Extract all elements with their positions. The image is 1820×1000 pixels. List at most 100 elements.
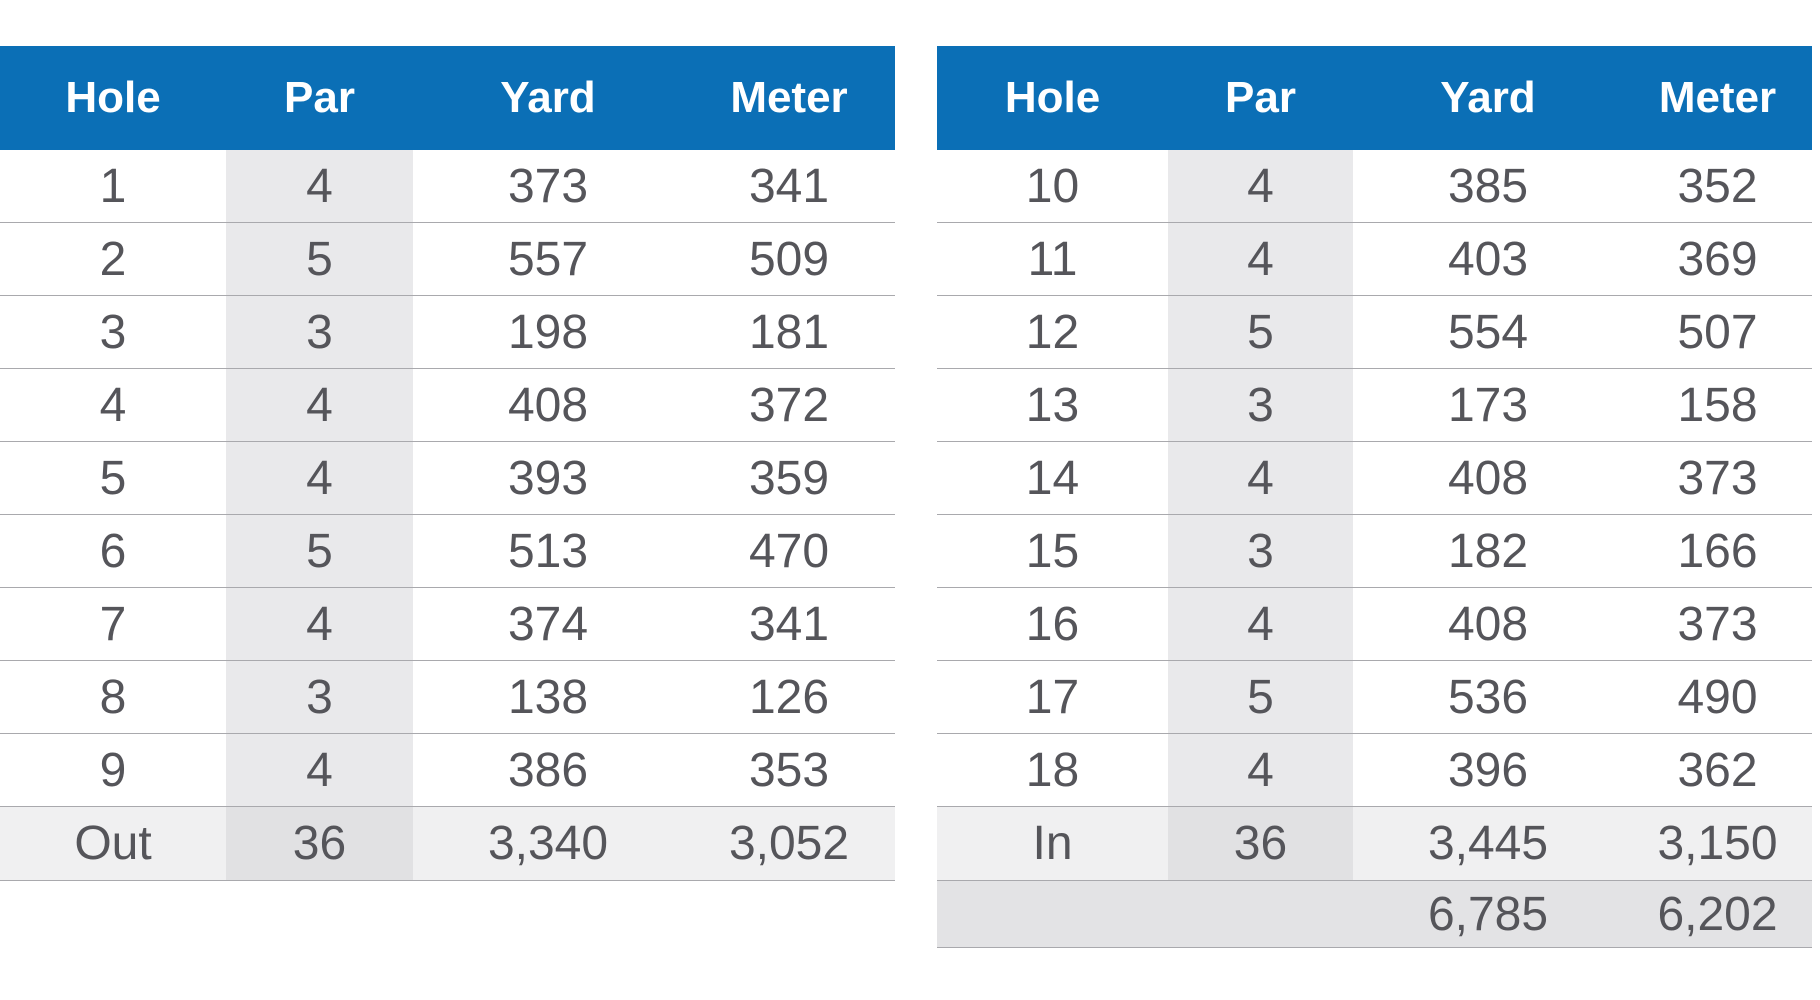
hole-cell: 15	[937, 514, 1168, 588]
yard-cell: 386	[413, 733, 683, 807]
par-cell: 4	[1168, 587, 1353, 661]
in-par-total-cell: 36	[1168, 806, 1353, 881]
yard-column-header: Yard	[1353, 46, 1623, 150]
meter-column-header: Meter	[1623, 46, 1812, 150]
meter-cell: 359	[683, 441, 895, 515]
course-total-yard-cell: 6,785	[1353, 880, 1623, 948]
par-cell: 4	[226, 733, 413, 807]
out-label-cell: Out	[0, 806, 226, 881]
table-row-hole-11: 11 4 403 369	[937, 222, 1812, 296]
meter-cell: 166	[1623, 514, 1812, 588]
table-row-hole-10: 10 4 385 352	[937, 150, 1812, 223]
hole-cell: 10	[937, 150, 1168, 223]
yard-cell: 403	[1353, 222, 1623, 296]
par-cell: 4	[226, 368, 413, 442]
yard-cell: 396	[1353, 733, 1623, 807]
course-total-hole-cell	[937, 880, 1168, 948]
in-meter-total-cell: 3,150	[1623, 806, 1812, 881]
par-cell: 4	[226, 441, 413, 515]
yard-cell: 198	[413, 295, 683, 369]
course-total-meter-cell: 6,202	[1623, 880, 1812, 948]
meter-cell: 490	[1623, 660, 1812, 734]
par-column-header: Par	[226, 46, 413, 150]
table-row-hole-15: 15 3 182 166	[937, 514, 1812, 588]
meter-cell: 341	[683, 150, 895, 223]
par-cell: 5	[226, 222, 413, 296]
par-cell: 3	[226, 660, 413, 734]
yard-cell: 373	[413, 150, 683, 223]
meter-cell: 362	[1623, 733, 1812, 807]
par-cell: 4	[1168, 441, 1353, 515]
course-total-par-cell	[1168, 880, 1353, 948]
out-yard-total-cell: 3,340	[413, 806, 683, 881]
table-row-hole-7: 7 4 374 341	[0, 587, 895, 661]
table-row-hole-9: 9 4 386 353	[0, 733, 895, 807]
hole-cell: 12	[937, 295, 1168, 369]
hole-cell: 18	[937, 733, 1168, 807]
yard-cell: 374	[413, 587, 683, 661]
back-nine-header-row: Hole Par Yard Meter	[937, 46, 1812, 150]
table-row-hole-13: 13 3 173 158	[937, 368, 1812, 442]
table-row-hole-18: 18 4 396 362	[937, 733, 1812, 807]
hole-column-header: Hole	[937, 46, 1168, 150]
out-meter-total-cell: 3,052	[683, 806, 895, 881]
yard-cell: 513	[413, 514, 683, 588]
table-row-hole-17: 17 5 536 490	[937, 660, 1812, 734]
yard-cell: 536	[1353, 660, 1623, 734]
table-row-hole-4: 4 4 408 372	[0, 368, 895, 442]
yard-cell: 408	[1353, 441, 1623, 515]
meter-cell: 509	[683, 222, 895, 296]
hole-cell: 4	[0, 368, 226, 442]
course-total-row: 6,785 6,202	[937, 880, 1812, 948]
yard-cell: 408	[413, 368, 683, 442]
out-par-total-cell: 36	[226, 806, 413, 881]
table-row-hole-6: 6 5 513 470	[0, 514, 895, 588]
hole-cell: 6	[0, 514, 226, 588]
meter-cell: 352	[1623, 150, 1812, 223]
par-column-header: Par	[1168, 46, 1353, 150]
hole-cell: 14	[937, 441, 1168, 515]
table-row-hole-16: 16 4 408 373	[937, 587, 1812, 661]
hole-cell: 9	[0, 733, 226, 807]
meter-cell: 507	[1623, 295, 1812, 369]
in-yard-total-cell: 3,445	[1353, 806, 1623, 881]
par-cell: 3	[226, 295, 413, 369]
table-row-hole-3: 3 3 198 181	[0, 295, 895, 369]
meter-cell: 373	[1623, 587, 1812, 661]
front-nine-table: Hole Par Yard Meter 1 4 373 341 2 5 557 …	[0, 46, 895, 881]
par-cell: 4	[1168, 222, 1353, 296]
meter-cell: 373	[1623, 441, 1812, 515]
par-cell: 5	[1168, 660, 1353, 734]
in-total-row: In 36 3,445 3,150	[937, 806, 1812, 881]
yard-cell: 557	[413, 222, 683, 296]
meter-cell: 126	[683, 660, 895, 734]
hole-cell: 17	[937, 660, 1168, 734]
meter-cell: 341	[683, 587, 895, 661]
out-total-row: Out 36 3,340 3,052	[0, 806, 895, 881]
front-nine-header-row: Hole Par Yard Meter	[0, 46, 895, 150]
hole-cell: 16	[937, 587, 1168, 661]
par-cell: 4	[226, 587, 413, 661]
hole-cell: 1	[0, 150, 226, 223]
meter-column-header: Meter	[683, 46, 895, 150]
par-cell: 3	[1168, 514, 1353, 588]
par-cell: 5	[1168, 295, 1353, 369]
table-row-hole-12: 12 5 554 507	[937, 295, 1812, 369]
meter-cell: 353	[683, 733, 895, 807]
yard-column-header: Yard	[413, 46, 683, 150]
in-label-cell: In	[937, 806, 1168, 881]
yard-cell: 173	[1353, 368, 1623, 442]
yard-cell: 408	[1353, 587, 1623, 661]
par-cell: 4	[1168, 733, 1353, 807]
table-row-hole-14: 14 4 408 373	[937, 441, 1812, 515]
hole-column-header: Hole	[0, 46, 226, 150]
yard-cell: 393	[413, 441, 683, 515]
hole-cell: 8	[0, 660, 226, 734]
table-row-hole-2: 2 5 557 509	[0, 222, 895, 296]
hole-cell: 3	[0, 295, 226, 369]
par-cell: 5	[226, 514, 413, 588]
yard-cell: 138	[413, 660, 683, 734]
meter-cell: 369	[1623, 222, 1812, 296]
table-row-hole-8: 8 3 138 126	[0, 660, 895, 734]
meter-cell: 158	[1623, 368, 1812, 442]
